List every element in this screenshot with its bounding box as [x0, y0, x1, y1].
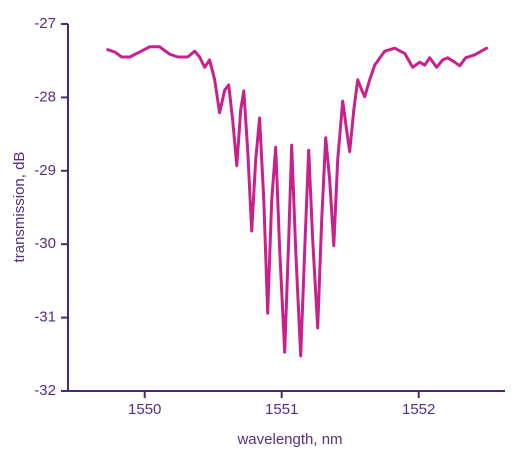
x-tick-label: 1550: [128, 401, 161, 418]
x-tick-label: 1552: [402, 401, 435, 418]
data-line: [106, 45, 489, 358]
y-tick-label: -28: [34, 88, 56, 105]
y-tick-label: -27: [34, 15, 56, 32]
y-tick-label: -29: [34, 162, 56, 179]
x-tick-label: 1551: [265, 401, 298, 418]
y-tick-label: -30: [34, 235, 56, 252]
x-axis-label: wavelength, nm: [236, 431, 342, 448]
y-tick-label: -31: [34, 309, 56, 326]
y-tick-label: -32: [34, 382, 56, 399]
y-axis-label: transmission, dB: [11, 152, 28, 263]
